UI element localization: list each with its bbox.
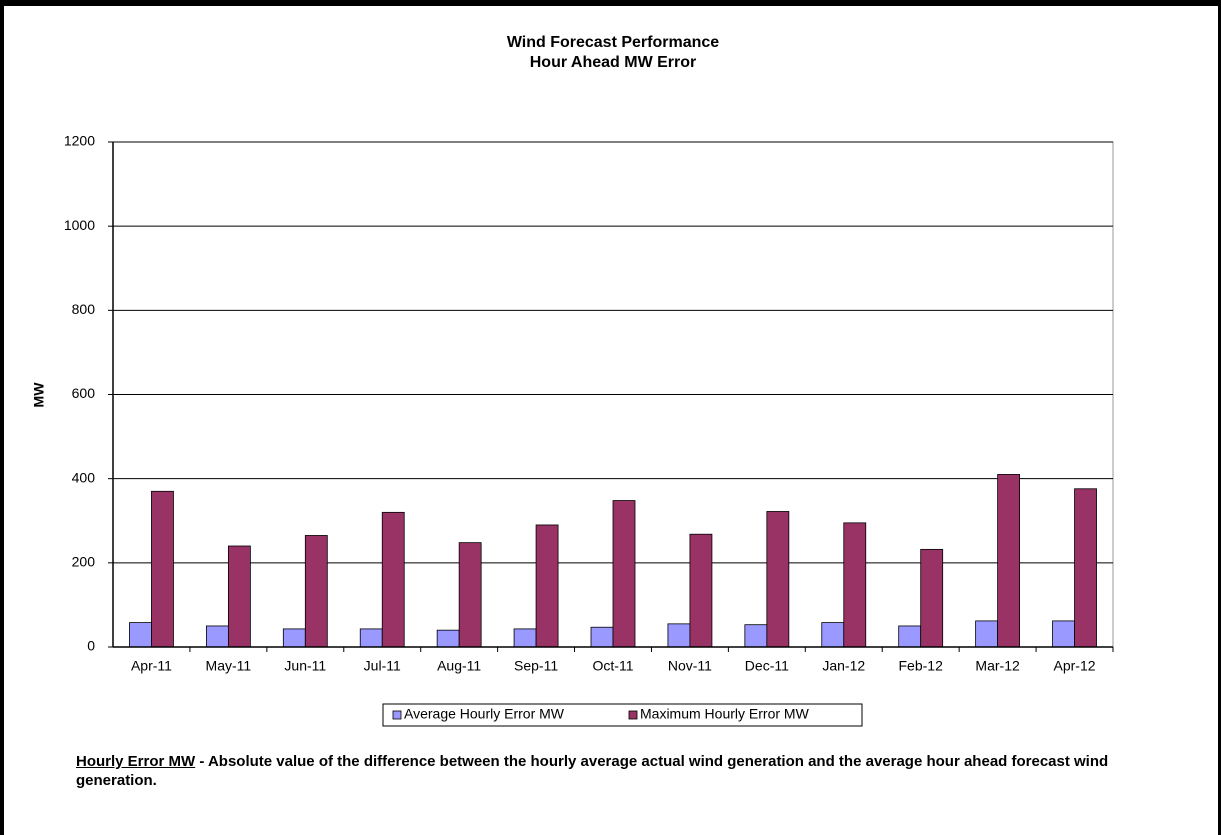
legend-label: Average Hourly Error MW xyxy=(404,706,565,722)
bar xyxy=(513,628,537,648)
bar xyxy=(381,511,405,648)
x-tick-label: Mar-12 xyxy=(975,658,1020,674)
bar xyxy=(612,500,636,648)
bar xyxy=(304,535,328,648)
y-tick-label: 200 xyxy=(72,554,96,570)
x-tick-label: Oct-11 xyxy=(593,658,634,674)
y-tick-label: 800 xyxy=(72,301,96,317)
bar xyxy=(359,628,383,648)
x-tick-label: Jun-11 xyxy=(284,658,326,674)
bar xyxy=(898,625,922,648)
bar xyxy=(766,511,790,648)
y-tick-label: 400 xyxy=(72,469,96,485)
y-tick-label: 1000 xyxy=(64,217,95,233)
y-axis-label: MW xyxy=(31,382,47,408)
x-tick-label: Nov-11 xyxy=(668,658,712,674)
bar xyxy=(667,623,691,648)
legend-swatch xyxy=(628,710,638,720)
bar xyxy=(205,625,229,648)
bar xyxy=(590,626,614,648)
bar xyxy=(1052,620,1075,648)
bar xyxy=(744,624,768,648)
y-tick-label: 1200 xyxy=(64,133,95,149)
x-tick-label: Jan-12 xyxy=(822,658,865,674)
bar xyxy=(535,524,559,648)
legend-box xyxy=(382,703,863,727)
y-tick-label: 0 xyxy=(87,638,95,654)
bar xyxy=(689,533,713,648)
bar xyxy=(129,622,152,648)
x-tick-label: Jul-11 xyxy=(364,658,401,674)
note-text: - Absolute value of the difference betwe… xyxy=(76,753,1109,789)
bar xyxy=(997,474,1021,648)
note-term: Hourly Error MW xyxy=(76,753,196,770)
legend-swatch xyxy=(392,710,402,720)
x-tick-label: Apr-11 xyxy=(131,658,172,674)
bar xyxy=(843,522,867,648)
bar xyxy=(458,542,482,648)
y-tick-label: 600 xyxy=(72,385,96,401)
bar xyxy=(436,629,460,648)
bar xyxy=(282,628,306,648)
x-tick-label: Dec-11 xyxy=(745,658,789,674)
chart-title: Wind Forecast Performance xyxy=(507,34,719,51)
x-tick-label: Feb-12 xyxy=(899,658,944,674)
bar xyxy=(151,490,174,648)
x-tick-label: Apr-12 xyxy=(1054,658,1096,674)
x-tick-label: Sep-11 xyxy=(514,658,558,674)
x-tick-label: May-11 xyxy=(206,658,252,674)
bar xyxy=(227,545,251,648)
note: Hourly Error MW - Absolute value of the … xyxy=(76,752,1116,790)
bar xyxy=(975,620,999,648)
bar xyxy=(920,548,944,648)
x-tick-label: Aug-11 xyxy=(437,658,481,674)
legend-label: Maximum Hourly Error MW xyxy=(640,706,810,722)
chart-subtitle: Hour Ahead MW Error xyxy=(530,54,697,71)
bar xyxy=(821,622,845,648)
bar xyxy=(1074,488,1097,648)
